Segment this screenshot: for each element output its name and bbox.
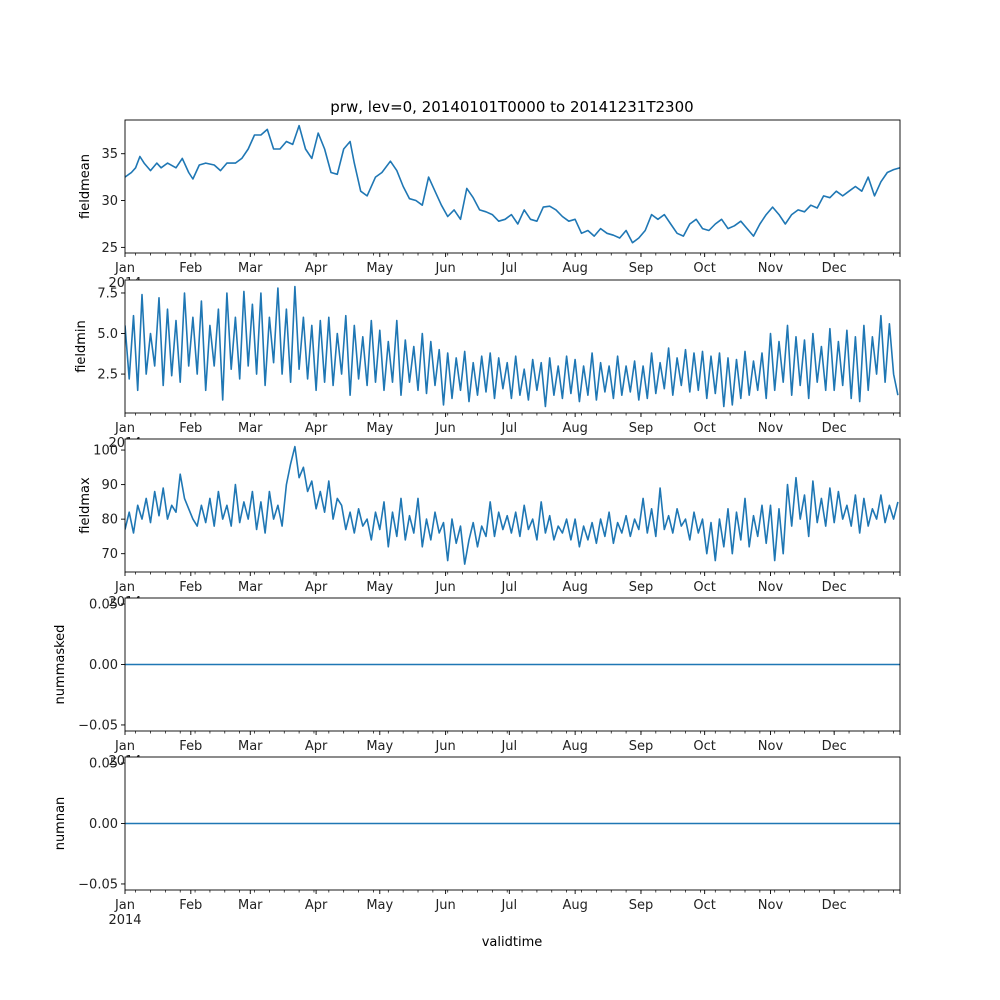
x-tick-label: Feb (179, 580, 202, 595)
x-tick-label: Apr (305, 261, 328, 276)
x-tick-label: Jan (114, 739, 135, 754)
x-tick-label: May (366, 261, 393, 276)
x-tick-label: Feb (179, 261, 202, 276)
chart-title: prw, lev=0, 20140101T0000 to 20141231T23… (330, 98, 693, 116)
x-tick-label: Oct (693, 421, 715, 436)
y-tick-label: 100 (93, 444, 118, 459)
fieldmax-line (125, 445, 899, 565)
y-tick-label: 0.00 (89, 658, 118, 673)
x-tick-label: Mar (238, 261, 263, 276)
x-tick-label: Jul (500, 898, 517, 913)
x-tick-label: Jan (114, 261, 135, 276)
y-tick-label: 35 (101, 147, 118, 162)
axes-frame (124, 119, 901, 254)
y-axis-label: numnan (53, 797, 68, 851)
x-tick-label: Jun (434, 898, 455, 913)
x-tick-label: Sep (629, 261, 654, 276)
axes-frame (124, 279, 901, 414)
x-tick-label: Feb (179, 421, 202, 436)
x-tick-label: May (366, 580, 393, 595)
x-tick-label: Mar (238, 898, 263, 913)
x-tick-label: Oct (693, 580, 715, 595)
x-tick-label: Jan (114, 421, 135, 436)
x-tick-label: Jun (434, 261, 455, 276)
x-tick-label: Apr (305, 898, 328, 913)
y-axis-label: fieldmean (78, 154, 93, 219)
x-tick-label: Jul (500, 580, 517, 595)
y-tick-label: 2.5 (97, 368, 118, 383)
x-tick-label: May (366, 421, 393, 436)
subplot-numnan: −0.05 0.00 0.05 numnan Jan Feb Mar Apr May Jun Jul… (53, 757, 901, 928)
fieldmin-line (125, 285, 899, 408)
x-tick-label: Dec (822, 421, 847, 436)
x-tick-label: Sep (629, 580, 654, 595)
x-tick-label: Aug (562, 739, 587, 754)
x-tick-label: Apr (305, 580, 328, 595)
x-tick-label: Sep (629, 421, 654, 436)
y-tick-label: 30 (101, 194, 118, 209)
x-tick-label: Mar (238, 739, 263, 754)
subplot-fieldmax: 70 80 90 100 fieldmax Jan Feb Mar Apr May Jun Jul Au… (78, 438, 901, 595)
x-tick-label: Dec (822, 898, 847, 913)
fieldmean-line (125, 124, 900, 244)
subplot-fieldmean: 25 30 35 fieldmean Jan Feb Mar Apr May Jun Jul Aug S… (78, 119, 901, 276)
y-axis-label: fieldmax (78, 477, 93, 534)
axes-frame (124, 438, 901, 573)
x-tick-label: Nov (758, 580, 784, 595)
x-tick-label: Jun (434, 739, 455, 754)
x-tick-label: Oct (693, 739, 715, 754)
x-tick-label: Jun (434, 421, 455, 436)
y-tick-label: 90 (101, 478, 118, 493)
x-tick-label: Apr (305, 739, 328, 754)
y-tick-label: 0.00 (89, 817, 118, 832)
subplot-fieldmin: 2.5 5.0 7.5 fieldmin Jan Feb Mar Apr May Jun Jul Au… (74, 279, 901, 436)
x-tick-label: Feb (179, 739, 202, 754)
x-tick-label: Nov (758, 261, 784, 276)
x-tick-label: Nov (758, 898, 784, 913)
axes-background (125, 120, 900, 253)
x-tick-label: Jul (500, 739, 517, 754)
x-axis-label: validtime (482, 935, 543, 950)
x-tick-label: Dec (822, 580, 847, 595)
x-tick-label: Aug (562, 580, 587, 595)
x-tick-label: Feb (179, 898, 202, 913)
x-tick-label: Jan (114, 898, 135, 913)
subplot-nummasked: −0.05 0.00 0.05 nummasked Jan Feb Mar Apr May Jun… (53, 598, 901, 754)
x-tick-label: Jan (114, 580, 135, 595)
x-tick-label: May (366, 739, 393, 754)
x-tick-label: Aug (562, 898, 587, 913)
y-tick-label: 5.0 (97, 327, 118, 342)
x-tick-label: May (366, 898, 393, 913)
x-tick-label: Jul (500, 421, 517, 436)
y-tick-label: −0.05 (78, 877, 118, 892)
x-tick-label: Mar (238, 421, 263, 436)
x-tick-label: Aug (562, 421, 587, 436)
y-tick-label: 7.5 (97, 286, 118, 301)
x-tick-label: Dec (822, 261, 847, 276)
y-axis-label: nummasked (53, 625, 68, 705)
x-tick-label: Sep (629, 898, 654, 913)
x-tick-label: Jul (500, 261, 517, 276)
y-axis-label: fieldmin (74, 320, 89, 373)
x-tick-label: Jun (434, 580, 455, 595)
y-tick-label: 0.05 (89, 598, 118, 613)
y-tick-label: 80 (101, 513, 118, 528)
x-tick-label: Sep (629, 739, 654, 754)
x-tick-label: Oct (693, 898, 715, 913)
x-tick-label: Mar (238, 580, 263, 595)
x-tick-label: Dec (822, 739, 847, 754)
y-tick-label: 0.05 (89, 757, 118, 772)
x-tick-label: Apr (305, 421, 328, 436)
x-tick-label: Oct (693, 261, 715, 276)
y-tick-label: −0.05 (78, 718, 118, 733)
x-year-label: 2014 (108, 913, 141, 928)
x-tick-label: Aug (562, 261, 587, 276)
x-tick-label: Nov (758, 739, 784, 754)
x-tick-label: Nov (758, 421, 784, 436)
y-tick-label: 70 (101, 547, 118, 562)
y-tick-label: 25 (101, 241, 118, 256)
